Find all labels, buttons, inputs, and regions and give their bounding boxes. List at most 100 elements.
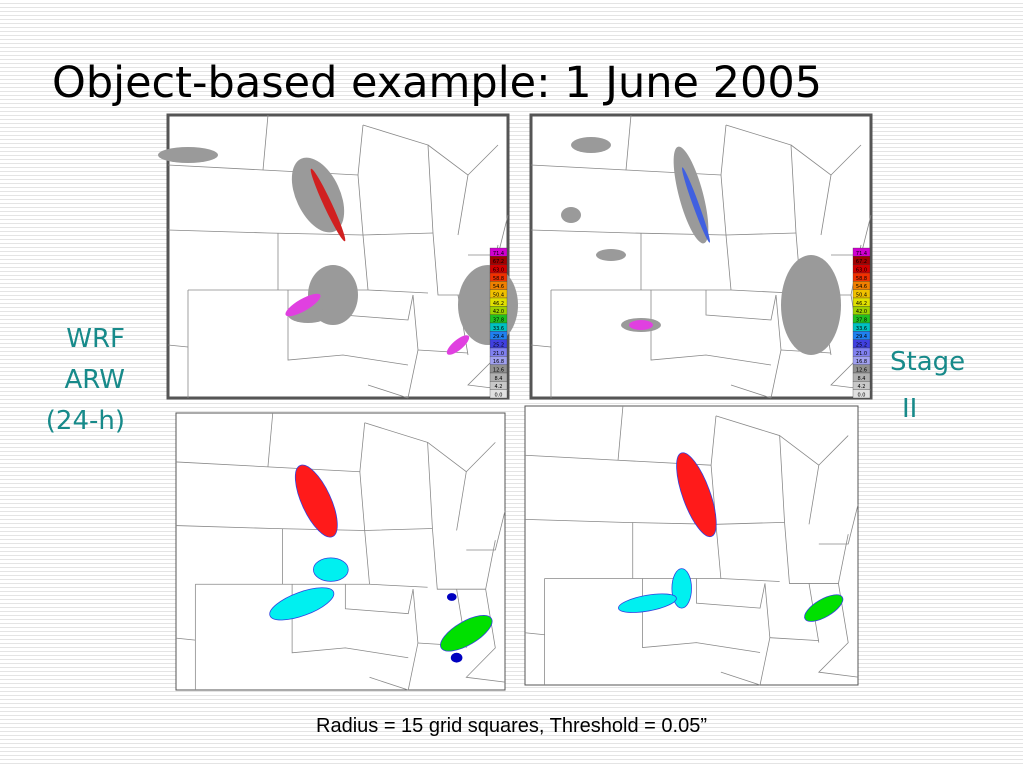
colorbar-label: 8.4	[858, 376, 866, 382]
colorbar-label: 46.2	[856, 301, 867, 307]
colorbar-label: 8.4	[495, 376, 503, 382]
state-border	[167, 229, 434, 236]
colorbar-label: 33.6	[856, 326, 867, 332]
colorbar-cell	[852, 389, 871, 399]
state-border	[417, 349, 469, 354]
colorbar-label: 63.0	[493, 268, 504, 274]
colorbar-label: 25.2	[856, 343, 867, 349]
colorbar-label: 4.2	[858, 384, 866, 390]
colorbar-label: 37.8	[493, 318, 504, 324]
colorbar-label: 46.2	[493, 301, 504, 307]
colorbar-label: 12.6	[493, 368, 504, 374]
state-border	[364, 422, 433, 529]
state-border	[784, 522, 849, 584]
state-border	[769, 637, 819, 642]
precip-object	[446, 335, 470, 355]
precip-object	[676, 452, 717, 538]
state-border	[830, 144, 862, 176]
state-border	[617, 405, 624, 461]
colorbar-label: 33.6	[493, 326, 504, 332]
precip-object	[804, 594, 844, 622]
precip-object	[294, 464, 338, 538]
model-label: WRF	[66, 324, 125, 354]
precip-object	[450, 652, 463, 663]
state-border	[175, 422, 366, 473]
state-border	[432, 528, 496, 590]
state-border	[367, 384, 409, 399]
state-border	[818, 435, 849, 466]
precip-object	[596, 249, 626, 261]
colorbar-label: 50.4	[856, 293, 867, 299]
borders	[524, 405, 859, 686]
state-border	[524, 632, 545, 636]
state-border	[720, 671, 761, 686]
map	[524, 405, 859, 686]
borders	[530, 114, 872, 399]
state-border	[467, 144, 499, 176]
colorbar-label: 29.4	[493, 334, 504, 340]
state-border	[369, 676, 409, 691]
state-border	[287, 290, 409, 366]
colorbar-label: 4.2	[495, 384, 503, 390]
state-border	[524, 415, 717, 466]
state-border	[730, 384, 772, 399]
precip-object	[629, 320, 653, 330]
colorbar-label: 58.8	[493, 276, 504, 282]
precip-object	[571, 137, 611, 153]
model-label: ARW	[64, 365, 125, 395]
colorbar-label: 16.8	[493, 359, 504, 365]
observed-label: Stage	[890, 347, 966, 377]
observed-label: II	[902, 394, 918, 424]
state-border	[195, 583, 428, 588]
precip-object	[285, 293, 321, 317]
state-border	[262, 114, 269, 171]
colorbar-label: 0.0	[858, 393, 866, 399]
state-border	[818, 504, 859, 545]
colorbar-label: 71.4	[856, 251, 867, 257]
colorbar-label: 16.8	[856, 359, 867, 365]
map	[175, 412, 506, 691]
state-border	[625, 114, 632, 171]
caption: Radius = 15 grid squares, Threshold = 0.…	[316, 715, 707, 737]
precip-object	[446, 593, 457, 601]
precip-object	[671, 568, 692, 609]
state-border	[551, 289, 792, 294]
colorbar-label: 25.2	[493, 343, 504, 349]
precip-object	[310, 168, 346, 242]
precip-object	[158, 147, 218, 163]
state-border	[696, 578, 766, 609]
state-border	[407, 589, 419, 691]
colorbar-label: 71.4	[493, 251, 504, 257]
state-border	[466, 442, 496, 473]
precip-object	[269, 587, 335, 621]
precip-object	[313, 557, 349, 582]
colorbar-label: 67.2	[493, 259, 504, 265]
map: 71.4 67.2 63.0 58.8 54.6 50.4 46.2 42.0 37.8 33.6…	[529, 113, 873, 400]
state-border	[705, 290, 777, 321]
state-border	[530, 124, 727, 176]
colorbar-label: 54.6	[493, 284, 504, 290]
state-border	[466, 510, 506, 551]
colorbar-cell	[489, 389, 508, 399]
colorbar-label: 37.8	[856, 318, 867, 324]
colorbar-label: 12.6	[856, 368, 867, 374]
colorbar-label: 0.0	[495, 393, 503, 399]
colorbar-label: 58.8	[856, 276, 867, 282]
state-border	[530, 229, 797, 236]
state-border	[817, 583, 859, 678]
state-border	[359, 471, 370, 585]
state-border	[175, 637, 196, 641]
colorbar-label: 63.0	[856, 268, 867, 274]
colorbar-label: 50.4	[493, 293, 504, 299]
title: Object-based example: 1 June 2005	[52, 58, 823, 108]
precip-object	[618, 593, 677, 613]
borders	[175, 412, 506, 691]
state-border	[642, 578, 761, 653]
model-label: (24-h)	[45, 406, 125, 436]
state-border	[267, 412, 274, 467]
precip-object	[458, 265, 518, 345]
colorbar-label: 29.4	[856, 334, 867, 340]
state-border	[357, 174, 369, 291]
